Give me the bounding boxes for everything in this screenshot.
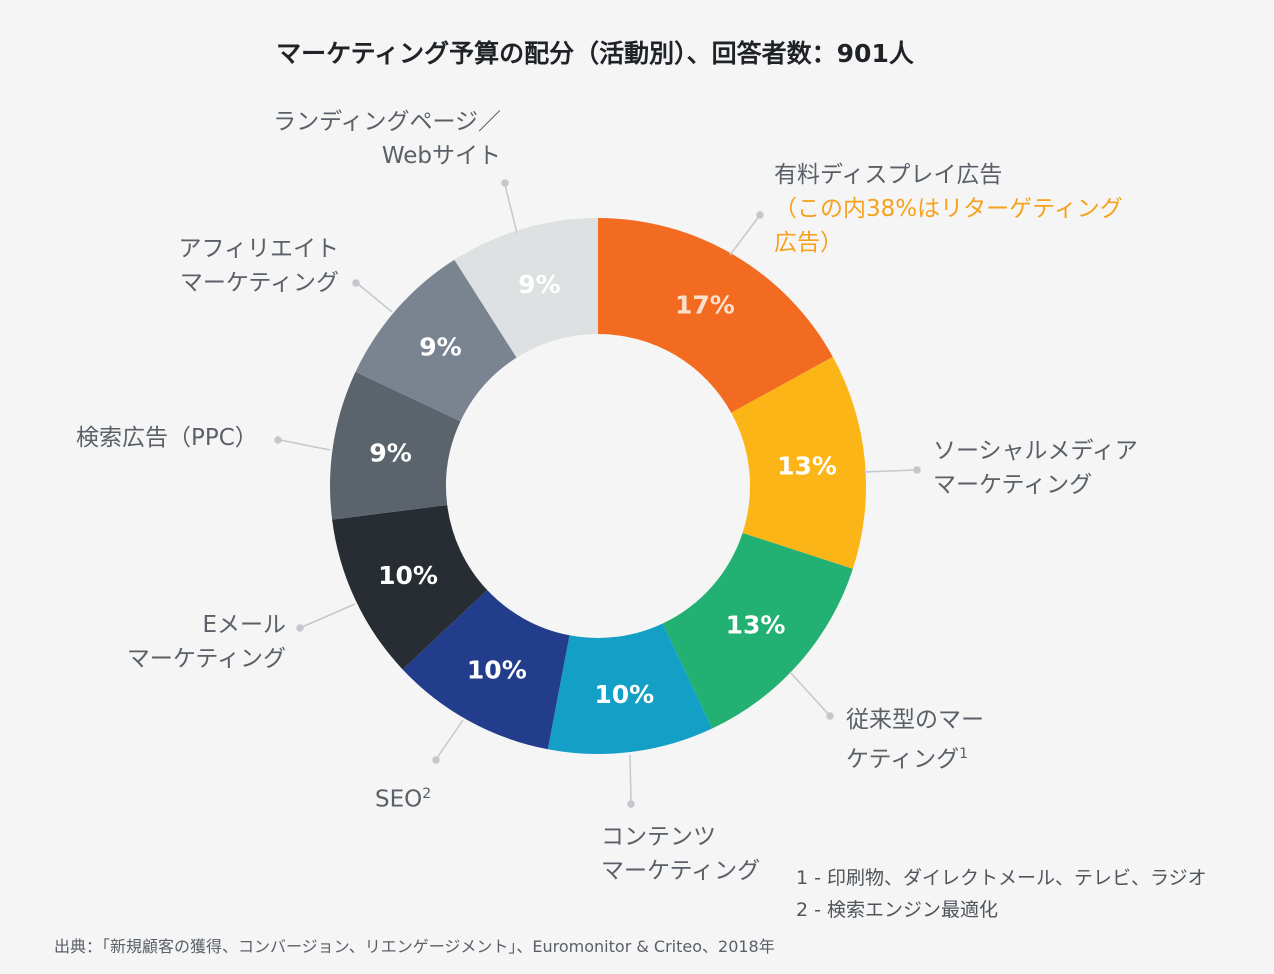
slice-value-label-0: 17% (675, 291, 735, 320)
label-landing-line1: ランディングページ／ (273, 109, 501, 135)
slice-value-label-3: 10% (594, 680, 654, 709)
label-seo-text: SEO (375, 786, 423, 813)
label-affiliate-line2: マーケティング (179, 270, 339, 296)
label-email: Eメール マーケティング (127, 608, 286, 676)
leader-line-content (629, 754, 632, 803)
leader-dot-traditional (826, 712, 834, 720)
leader-dot-content (627, 800, 635, 808)
slice-value-label-5: 10% (378, 561, 438, 590)
footnote-marker-1: 1 (959, 746, 969, 762)
label-social-media: ソーシャルメディア マーケティング (933, 434, 1138, 502)
label-content-line1: コンテンツ (601, 824, 716, 850)
leader-dot-ppc (274, 436, 282, 444)
label-content-line2: マーケティング (601, 858, 761, 884)
footnote-2: 2 - 検索エンジン最適化 (796, 899, 999, 921)
label-landing-line2: Webサイト (381, 143, 501, 169)
slice-value-label-1: 13% (777, 452, 837, 481)
leader-line-seo (436, 719, 464, 759)
label-affiliate-line1: アフィリエイト (178, 236, 339, 262)
slice-value-label-7: 9% (419, 333, 461, 362)
label-display-line2: （この内38%はリターゲティング (774, 196, 1123, 222)
leader-line-display (729, 214, 761, 256)
label-traditional-line2: ケティング (846, 746, 960, 773)
leader-line-email (301, 603, 356, 628)
donut-slice-0 (598, 218, 833, 413)
leader-line-affiliate (357, 283, 393, 313)
slice-value-label-4: 10% (467, 656, 527, 685)
label-content: コンテンツ マーケティング (601, 820, 760, 888)
label-ppc: 検索広告（PPC） (76, 425, 258, 451)
label-display-line3: 広告） (774, 230, 843, 256)
label-display-line1: 有料ディスプレイ広告 (774, 162, 1003, 188)
leader-line-ppc (279, 439, 331, 451)
leader-dot-seo (432, 756, 440, 764)
leader-line-traditional (789, 671, 831, 717)
label-social-line1: ソーシャルメディア (933, 438, 1138, 464)
label-email-line2: マーケティング (126, 646, 286, 672)
source-citation: 出典：「新規顧客の獲得、コンバージョン、リエンゲージメント」、Euromonit… (54, 937, 775, 956)
donut-slice-1 (731, 356, 866, 569)
leader-line-landing (504, 184, 518, 234)
donut-slice-3 (547, 623, 713, 754)
donut-slice-5 (332, 505, 488, 670)
donut-slice-7 (355, 259, 517, 422)
leader-dot-email (296, 624, 304, 632)
footnote-1: 1 - 印刷物、ダイレクトメール、テレビ、ラジオ (796, 867, 1207, 889)
slice-value-label-6: 9% (369, 439, 411, 468)
label-affiliate: アフィリエイト マーケティング (178, 232, 339, 300)
leader-line-social (863, 469, 916, 473)
leader-dot-landing (501, 179, 509, 187)
label-social-line2: マーケティング (933, 472, 1093, 498)
label-traditional: 従来型のマー ケティング1 (846, 703, 984, 777)
donut-slice-4 (402, 590, 570, 750)
footnote-marker-2: 2 (422, 786, 432, 802)
donut-slice-6 (329, 371, 461, 520)
leader-dot-display (756, 211, 764, 219)
label-traditional-line1: 従来型のマー (846, 707, 984, 733)
slice-value-label-2: 13% (726, 610, 786, 639)
slice-value-label-8: 9% (518, 270, 560, 299)
footnotes: 1 - 印刷物、ダイレクトメール、テレビ、ラジオ 2 - 検索エンジン最適化 (796, 862, 1207, 926)
chart-title: マーケティング予算の配分（活動別）、回答者数：901人 (276, 39, 914, 68)
donut-slice-8 (454, 218, 598, 358)
leader-dot-social (913, 466, 921, 474)
label-seo: SEO2 (375, 777, 431, 817)
label-email-line1: Eメール (202, 612, 286, 638)
leader-dot-affiliate (352, 279, 360, 287)
donut-slice-2 (662, 532, 853, 729)
label-landing-page: ランディングページ／ Webサイト (273, 105, 501, 173)
label-display-ads: 有料ディスプレイ広告 （この内38%はリターゲティング 広告） (774, 158, 1123, 260)
